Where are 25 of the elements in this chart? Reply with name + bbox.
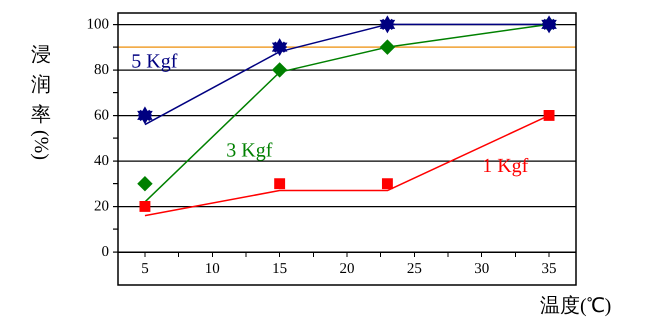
series-label: 3 Kgf	[226, 139, 273, 162]
x-tick-label: 15	[272, 260, 288, 277]
x-axis-title: 温度(℃)	[540, 294, 612, 319]
y-tick-label: 20	[94, 198, 109, 214]
y-tick-label: 40	[94, 152, 109, 169]
y-tick-label: 0	[102, 244, 109, 260]
point	[272, 62, 288, 78]
x-tick-label: 35	[542, 260, 557, 277]
y-tick-label: 100	[86, 16, 109, 32]
y-tick-label: 80	[94, 62, 109, 78]
x-tick-label: 30	[474, 260, 490, 277]
point	[137, 176, 152, 192]
x-tick-label: 5	[141, 260, 149, 277]
x-tick-label: 20	[340, 260, 354, 277]
point	[139, 201, 150, 212]
x-tick-label: 25	[406, 260, 422, 277]
series-label: 1 Kgf	[482, 155, 529, 178]
x-tick-label: 10	[204, 260, 220, 277]
point	[274, 178, 286, 190]
point	[382, 178, 393, 190]
point	[544, 110, 555, 121]
y-tick-label: 60	[94, 107, 109, 124]
point	[380, 40, 395, 55]
series-label: 5 Kgf	[131, 50, 178, 72]
y-axis-title: 浸润率(%)	[29, 43, 53, 160]
